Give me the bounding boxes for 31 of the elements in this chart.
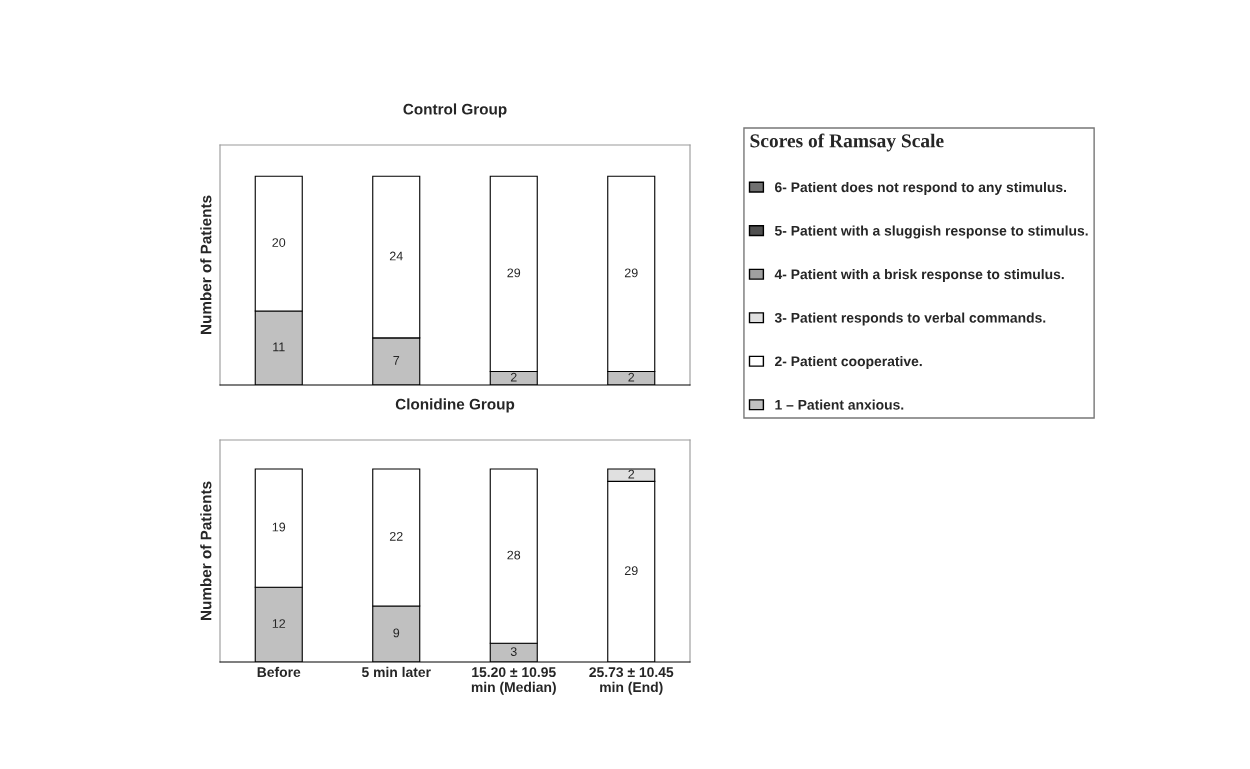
data-label: 24 xyxy=(389,251,403,261)
legend-label: 6- Patient does not respond to any stimulus. xyxy=(775,181,1067,195)
legend-label: 1 – Patient anxious. xyxy=(775,399,904,410)
y-axis-title: Number of Patients xyxy=(200,481,212,621)
x-tick-label: 15.20 ± 10.95 min (Median) xyxy=(471,667,556,695)
data-label: 7 xyxy=(393,356,400,365)
legend-label: 3- Patient responds to verbal commands. xyxy=(774,312,1046,326)
data-label: 9 xyxy=(393,628,400,638)
legend-title: Scores of Ramsay Scale xyxy=(750,133,944,152)
data-label: 11 xyxy=(273,342,285,352)
data-label: 3 xyxy=(510,647,517,657)
data-label: 29 xyxy=(624,268,638,278)
x-tick-label: Before xyxy=(257,666,301,678)
data-label: 2 xyxy=(628,469,635,479)
legend-label: 4- Patient with a brisk response to stimulus. xyxy=(774,269,1064,282)
x-tick-label: 5 min later xyxy=(361,666,431,678)
data-label: 29 xyxy=(507,268,521,278)
data-label: 2 xyxy=(510,372,517,382)
data-label: 12 xyxy=(272,619,286,628)
chart-title: Control Group xyxy=(403,103,507,118)
data-label: 19 xyxy=(272,522,286,532)
data-label: 2 xyxy=(628,372,635,382)
data-label: 28 xyxy=(507,550,521,560)
legend-label: 2- Patient cooperative. xyxy=(774,356,922,369)
chart-title: Clonidine Group xyxy=(395,398,515,413)
data-label: 29 xyxy=(624,566,638,576)
y-axis-title: Number of Patients xyxy=(200,195,212,335)
x-tick-label: 25.73 ± 10.45 min (End) xyxy=(589,667,674,695)
legend-label: 5- Patient with a sluggish response to stimulus. xyxy=(774,225,1088,239)
data-label: 20 xyxy=(272,238,286,247)
data-label: 22 xyxy=(389,531,403,541)
